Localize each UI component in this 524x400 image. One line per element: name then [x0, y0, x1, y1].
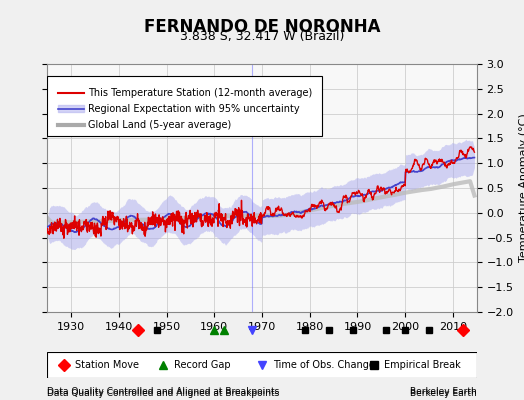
Text: Station Move: Station Move	[75, 360, 139, 370]
Text: Record Gap: Record Gap	[174, 360, 231, 370]
Text: Data Quality Controlled and Aligned at Breakpoints: Data Quality Controlled and Aligned at B…	[47, 389, 279, 398]
Text: 3.838 S, 32.417 W (Brazil): 3.838 S, 32.417 W (Brazil)	[180, 30, 344, 43]
Text: FERNANDO DE NORONHA: FERNANDO DE NORONHA	[144, 18, 380, 36]
Text: Berkeley Earth: Berkeley Earth	[410, 387, 477, 396]
Text: Berkeley Earth: Berkeley Earth	[410, 389, 477, 398]
Text: This Temperature Station (12-month average): This Temperature Station (12-month avera…	[88, 88, 312, 98]
Text: Time of Obs. Change: Time of Obs. Change	[272, 360, 375, 370]
Y-axis label: Temperature Anomaly (°C): Temperature Anomaly (°C)	[519, 114, 524, 262]
Text: Regional Expectation with 95% uncertainty: Regional Expectation with 95% uncertaint…	[88, 104, 300, 114]
FancyBboxPatch shape	[47, 76, 322, 136]
FancyBboxPatch shape	[47, 352, 477, 378]
Text: Global Land (5-year average): Global Land (5-year average)	[88, 120, 231, 130]
Text: Data Quality Controlled and Aligned at Breakpoints: Data Quality Controlled and Aligned at B…	[47, 387, 279, 396]
Text: Empirical Break: Empirical Break	[385, 360, 461, 370]
